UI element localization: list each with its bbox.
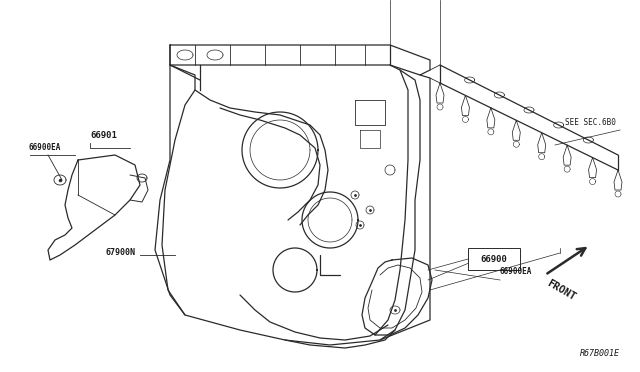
Text: FRONT: FRONT [545,278,577,302]
Text: R67B001E: R67B001E [580,349,620,358]
Text: 66900EA: 66900EA [500,267,532,276]
Text: 66900: 66900 [481,254,508,263]
FancyBboxPatch shape [468,248,520,270]
Text: SEE SEC.6B0: SEE SEC.6B0 [565,118,616,127]
Text: 67900N: 67900N [105,247,135,257]
Text: 66900EA: 66900EA [28,143,60,152]
Text: 66901: 66901 [90,131,117,140]
